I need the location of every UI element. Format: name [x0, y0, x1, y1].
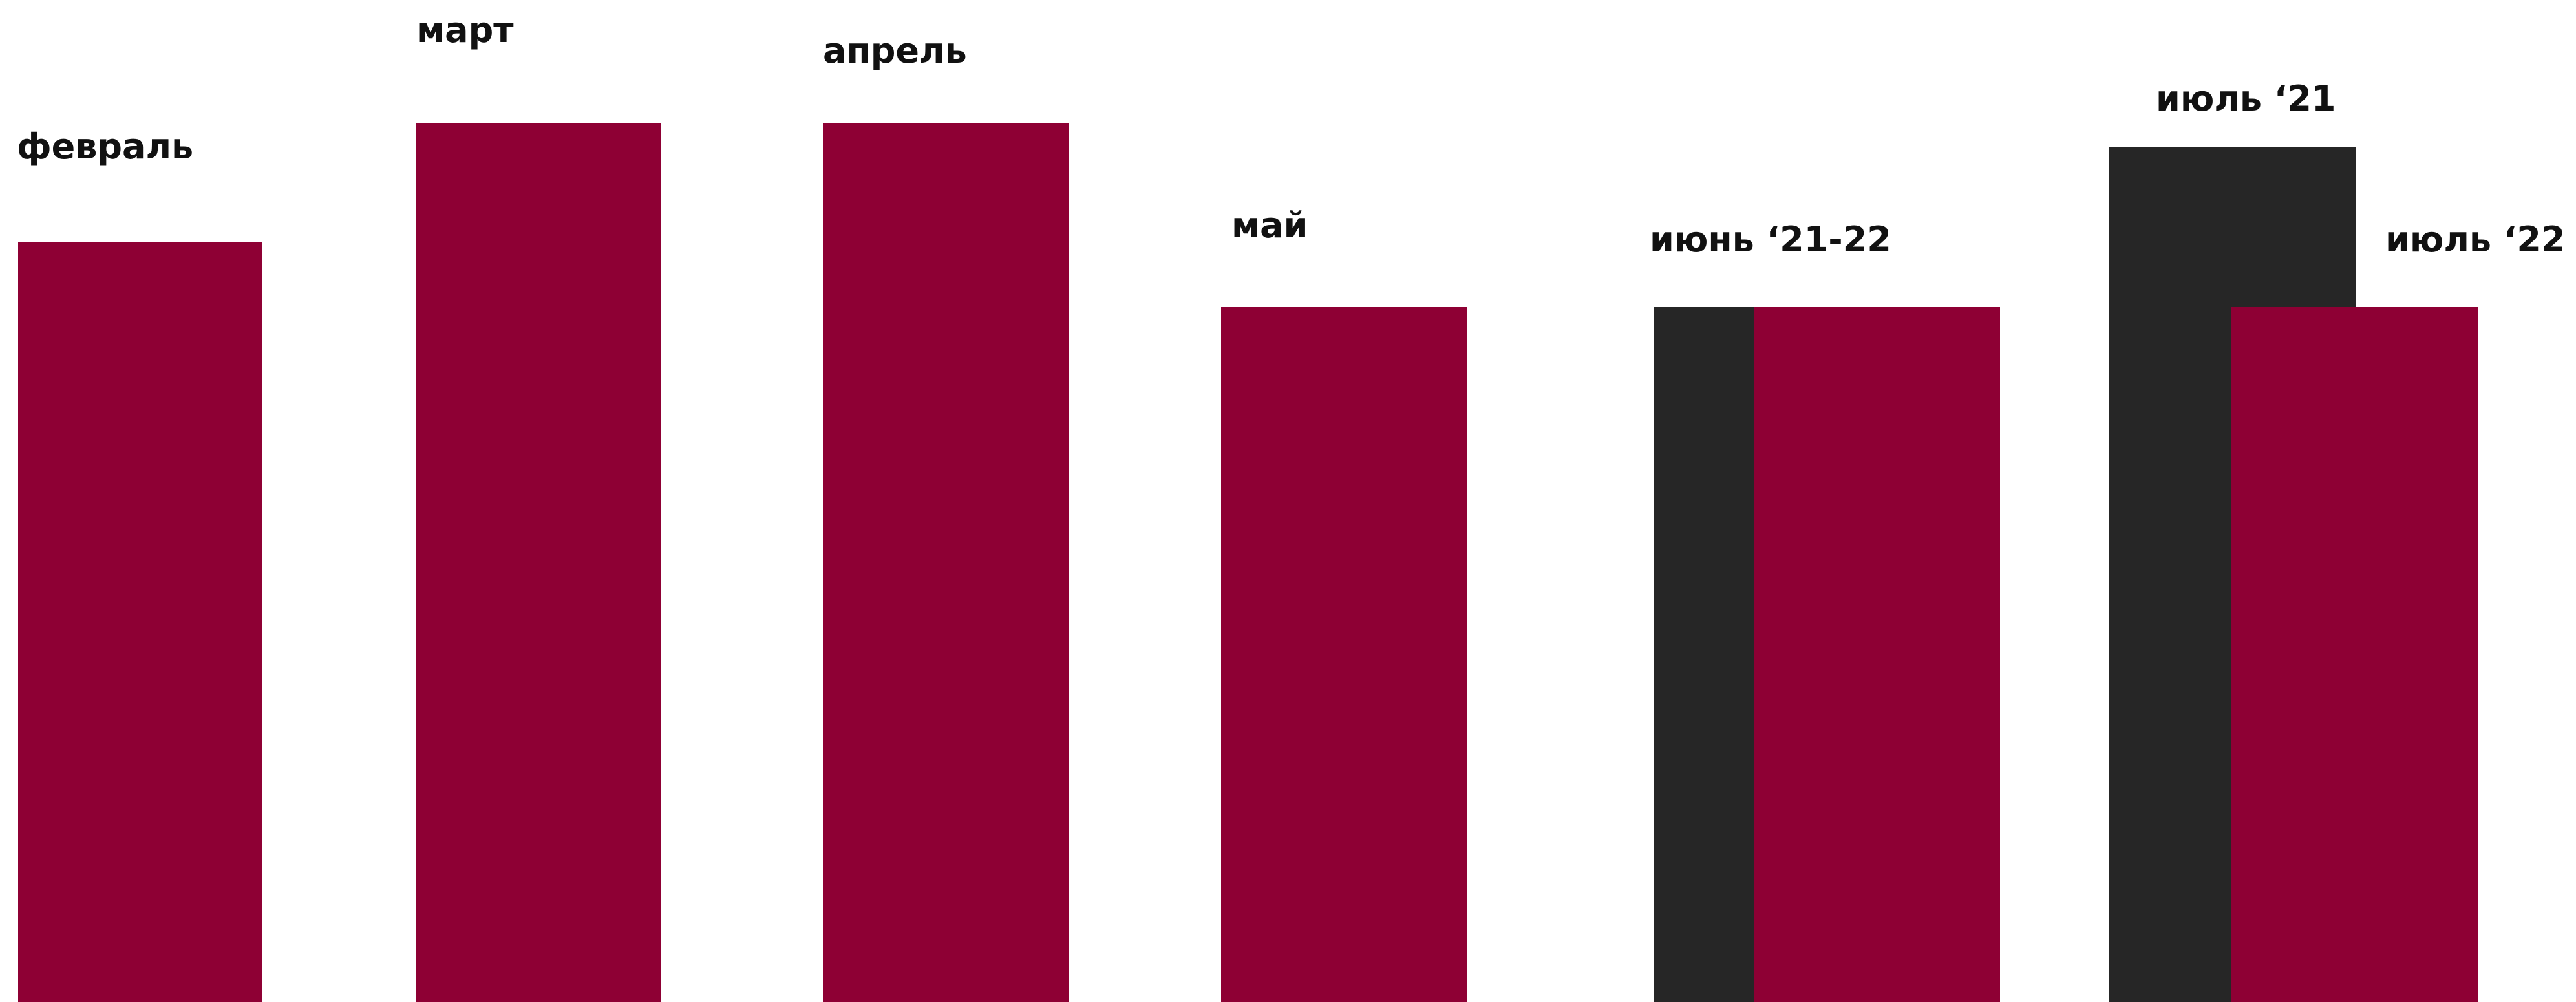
- bar-label-1: март: [416, 10, 514, 50]
- bar-1: [416, 123, 661, 1002]
- bar-3: [1221, 307, 1467, 1002]
- bar-5: [1754, 307, 2000, 1002]
- bar-7: [2231, 307, 2478, 1002]
- bar-label-5: июнь ‘21-22: [1650, 219, 1891, 260]
- bar-4: [1654, 307, 1757, 1002]
- bar-label-3: май: [1231, 205, 1308, 246]
- bar-2: [823, 123, 1069, 1002]
- bar-label-6: июль ‘21: [2156, 78, 2336, 119]
- bar-label-7: июль ‘22: [2385, 219, 2566, 260]
- bar-label-0: февраль: [17, 126, 194, 167]
- bar-label-2: апрель: [823, 30, 967, 71]
- bar-0: [18, 242, 262, 1002]
